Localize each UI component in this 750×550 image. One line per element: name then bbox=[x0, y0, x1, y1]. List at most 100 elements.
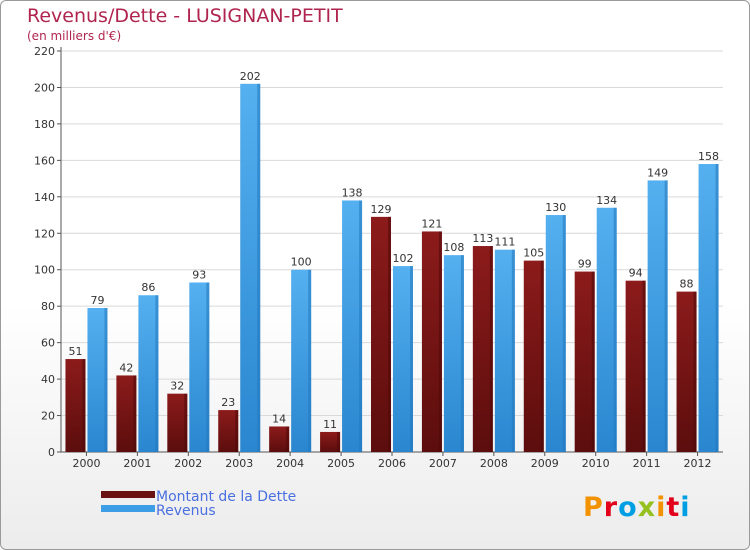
y-tick-label: 140 bbox=[34, 191, 55, 204]
data-label-revenus-2009: 130 bbox=[545, 201, 566, 214]
data-label-revenus-2012: 158 bbox=[698, 150, 719, 163]
axes: 0 20 40 60 80 100 120 140 160 180 200 220 2000 2001 20… bbox=[34, 45, 723, 470]
y-tick-label: 80 bbox=[41, 300, 55, 313]
bar-revenus-shade-2012 bbox=[715, 164, 719, 452]
bar-dette-shade-2005 bbox=[337, 431, 341, 452]
x-tick-label: 2003 bbox=[225, 457, 253, 470]
x-tick-label: 2000 bbox=[72, 457, 100, 470]
data-label-revenus-2001: 86 bbox=[141, 281, 155, 294]
y-tick-label: 220 bbox=[34, 45, 55, 58]
bar-revenus-2004 bbox=[291, 269, 312, 452]
bar-revenus-2000 bbox=[87, 308, 108, 452]
bars bbox=[65, 83, 719, 453]
x-tick-label: 2005 bbox=[327, 457, 355, 470]
data-label-dette-2001: 42 bbox=[119, 361, 133, 374]
bar-dette-shade-2008 bbox=[489, 246, 493, 452]
bar-revenus-shade-2004 bbox=[308, 269, 312, 452]
logo-letter: r bbox=[604, 492, 618, 523]
bar-revenus-2009 bbox=[545, 215, 566, 452]
bar-dette-2001 bbox=[116, 375, 137, 452]
data-label-revenus-2010: 134 bbox=[596, 194, 617, 207]
data-label-revenus-2003: 202 bbox=[240, 70, 261, 83]
logo-letter: P bbox=[583, 492, 604, 523]
bar-revenus-shade-2011 bbox=[664, 180, 668, 452]
bar-dette-2007 bbox=[421, 231, 442, 452]
bar-dette-2006 bbox=[371, 216, 391, 452]
data-label-dette-2008: 113 bbox=[472, 232, 493, 245]
y-tick-label: 160 bbox=[34, 154, 55, 167]
bar-dette-2012 bbox=[676, 291, 697, 452]
data-label-revenus-2000: 79 bbox=[90, 294, 104, 307]
bar-revenus-2006 bbox=[393, 266, 413, 452]
bar-dette-2008 bbox=[472, 246, 493, 452]
proxiti-logo-text: Proxiti bbox=[583, 492, 691, 523]
data-label-dette-2000: 51 bbox=[68, 345, 82, 358]
bar-dette-shade-2009 bbox=[540, 260, 544, 452]
data-label-revenus-2011: 149 bbox=[647, 166, 668, 179]
bar-revenus-2002 bbox=[189, 282, 210, 452]
bar-dette-shade-2007 bbox=[438, 231, 442, 452]
bar-dette-shade-2002 bbox=[184, 393, 188, 452]
bar-revenus-shade-2005 bbox=[359, 200, 363, 452]
x-tick-label: 2006 bbox=[378, 457, 406, 470]
bar-revenus-2012 bbox=[698, 164, 719, 452]
bar-dette-2005 bbox=[320, 431, 341, 452]
bar-revenus-shade-2009 bbox=[562, 215, 566, 452]
x-tick-label: 2004 bbox=[276, 457, 304, 470]
data-label-dette-2005: 11 bbox=[323, 418, 337, 431]
bar-revenus-shade-2001 bbox=[155, 295, 159, 452]
logo-letter: x bbox=[638, 492, 656, 523]
bar-dette-2002 bbox=[167, 393, 188, 452]
y-tick-label: 60 bbox=[41, 337, 55, 350]
bar-revenus-shade-2008 bbox=[511, 249, 515, 452]
legend-label-revenus: Revenus bbox=[156, 503, 216, 519]
data-label-dette-2004: 14 bbox=[272, 412, 286, 425]
y-tick-label: 40 bbox=[41, 373, 55, 386]
data-label-revenus-2004: 100 bbox=[291, 256, 312, 269]
bar-dette-shade-2006 bbox=[388, 216, 391, 452]
data-label-dette-2012: 88 bbox=[680, 278, 694, 291]
data-label-dette-2003: 23 bbox=[221, 396, 235, 409]
bar-revenus-shade-2003 bbox=[257, 83, 261, 453]
bar-dette-2010 bbox=[574, 271, 595, 452]
x-tick-label: 2002 bbox=[174, 457, 202, 470]
data-label-dette-2002: 32 bbox=[170, 380, 184, 393]
x-tick-label: 2009 bbox=[531, 457, 559, 470]
bar-revenus-2008 bbox=[494, 249, 515, 452]
bar-dette-shade-2004 bbox=[286, 426, 290, 452]
y-tick-label: 200 bbox=[34, 81, 55, 94]
logo-letter: o bbox=[618, 492, 638, 523]
bar-revenus-2001 bbox=[138, 295, 159, 452]
bar-dette-2004 bbox=[269, 426, 290, 452]
y-tick-label: 180 bbox=[34, 118, 55, 131]
data-label-dette-2011: 94 bbox=[629, 267, 643, 280]
chart-subtitle: (en milliers d'€) bbox=[27, 29, 122, 43]
bar-dette-shade-2003 bbox=[235, 410, 239, 452]
bar-dette-shade-2000 bbox=[82, 359, 86, 452]
x-tick-label: 2010 bbox=[582, 457, 610, 470]
bar-revenus-shade-2000 bbox=[104, 308, 108, 452]
data-label-revenus-2008: 111 bbox=[494, 236, 515, 249]
bar-revenus-shade-2010 bbox=[613, 207, 617, 452]
data-label-dette-2006: 129 bbox=[371, 203, 392, 216]
logo-letter: t bbox=[666, 492, 680, 523]
y-tick-label: 100 bbox=[34, 264, 55, 277]
data-label-dette-2010: 99 bbox=[578, 258, 592, 271]
bar-revenus-shade-2006 bbox=[410, 266, 413, 452]
data-label-dette-2009: 105 bbox=[523, 247, 544, 260]
data-label-revenus-2006: 102 bbox=[393, 252, 414, 265]
y-tick-label: 20 bbox=[41, 410, 55, 423]
data-label-revenus-2007: 108 bbox=[443, 241, 464, 254]
chart-title: Revenus/Dette - LUSIGNAN-PETIT bbox=[27, 5, 343, 27]
bar-revenus-shade-2007 bbox=[460, 255, 464, 452]
bar-dette-2003 bbox=[218, 410, 239, 452]
x-tick-label: 2012 bbox=[684, 457, 712, 470]
bar-revenus-shade-2002 bbox=[206, 282, 210, 452]
bar-revenus-2011 bbox=[647, 180, 668, 452]
x-tick-label: 2011 bbox=[633, 457, 661, 470]
legend-swatch-dette bbox=[101, 491, 155, 498]
bar-revenus-2010 bbox=[596, 207, 617, 452]
